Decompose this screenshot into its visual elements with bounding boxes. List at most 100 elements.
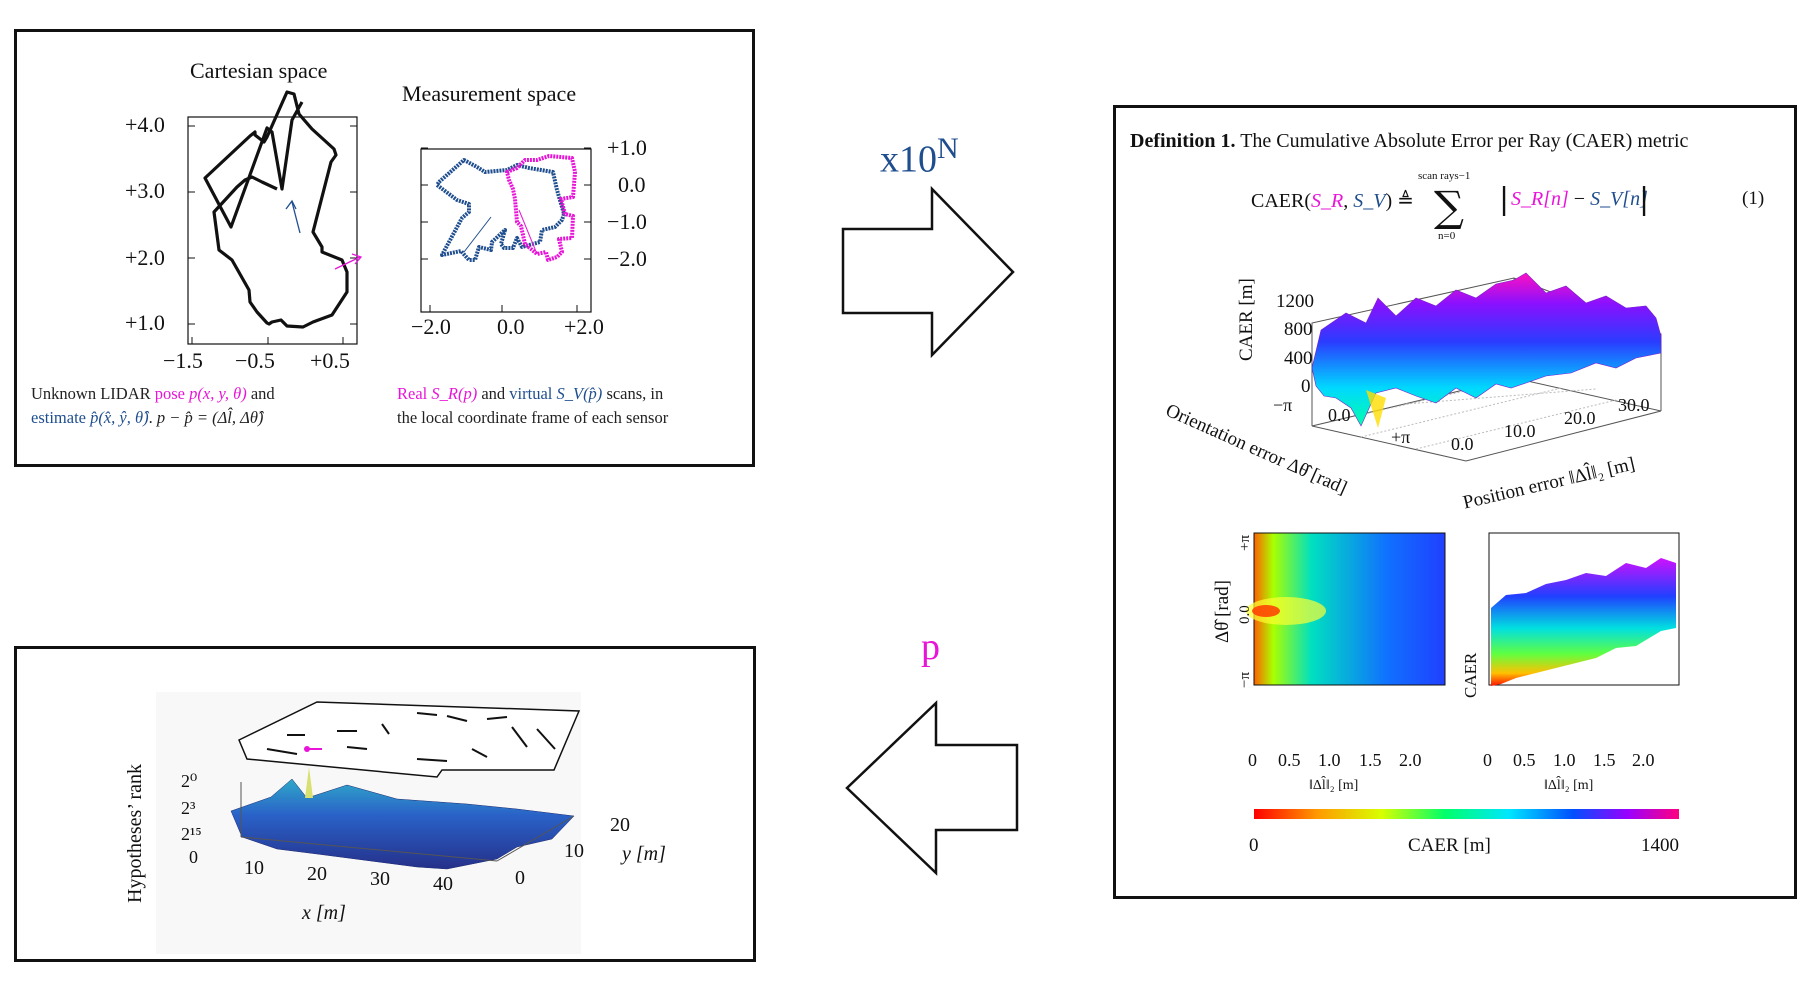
cart-xtick: −1.5 — [163, 348, 203, 373]
sum-sign: ∑ — [1434, 182, 1464, 231]
surf-pos-tick: 30.0 — [1618, 395, 1650, 415]
true-pose-arrow — [334, 256, 361, 270]
profile-xtick: 1.0 — [1553, 750, 1576, 770]
eq-term-sr: S_R[n] — [1511, 188, 1569, 210]
surf-pos-tick: 0.0 — [1451, 434, 1474, 454]
caption-virtual-word: virtual — [509, 384, 557, 403]
estimate-pose-arrow — [291, 201, 301, 234]
surf-orient-tick: 0.0 — [1328, 405, 1351, 425]
heatmap-ytick: 0.0 — [1237, 605, 1253, 624]
rank-xtick: 40 — [433, 873, 453, 895]
eq-sv: S_V — [1353, 190, 1386, 212]
caption-pose-word: pose — [154, 384, 190, 403]
surf-pos-tick: 10.0 — [1504, 421, 1536, 441]
sum-lower-limit: n=0 — [1438, 230, 1456, 242]
cart-ytick: +1.0 — [125, 310, 165, 335]
heatmap-xtick: 1.0 — [1318, 750, 1341, 770]
meas-xtick: −2.0 — [411, 314, 451, 339]
rank-ztick: 0 — [189, 847, 198, 867]
abs-bar-right: | — [1639, 182, 1650, 217]
colorbar-min: 0 — [1249, 835, 1259, 856]
cart-xtick: +0.5 — [310, 348, 350, 373]
colorbar-label: CAER [m] — [1408, 835, 1491, 856]
caption-text: scans, in — [602, 384, 664, 403]
heatmap-xtick: 0 — [1248, 750, 1257, 770]
right-arrow-icon — [841, 185, 1015, 359]
measurement-title: Measurement space — [402, 81, 577, 106]
heatmap-xtick: 0.5 — [1278, 750, 1301, 770]
rank-ytick: 20 — [610, 814, 630, 836]
caer-surface — [1311, 272, 1662, 427]
rank-graphics — [156, 692, 581, 954]
cart-ytick: +4.0 — [125, 112, 165, 137]
profile-xtick: 2.0 — [1632, 750, 1655, 770]
eq-term-sv: S_V[n] — [1590, 188, 1648, 210]
meas-ytick: −2.0 — [607, 246, 647, 271]
measurement-caption-line2: the local coordinate frame of each senso… — [397, 408, 669, 427]
map-outline — [203, 90, 349, 329]
surf-ztick: 1200 — [1276, 291, 1314, 312]
repeat-n-label: x10N — [880, 132, 959, 182]
repeat-label-base: x10 — [880, 138, 937, 181]
surf-pos-tick: 20.0 — [1564, 408, 1596, 428]
profile-ylabel: CAER — [1461, 652, 1480, 698]
definition-text: The Cumulative Absolute Error per Ray (C… — [1240, 130, 1689, 152]
equation-number: (1) — [1742, 188, 1765, 209]
cartesian-plot — [187, 90, 592, 345]
definition-line: Definition 1. The Cumulative Absolute Er… — [1130, 130, 1688, 153]
floorplan-walls — [266, 712, 556, 762]
meas-ytick: 0.0 — [618, 172, 646, 197]
caer-graphics — [1246, 272, 1680, 819]
caption-text: Unknown LIDAR — [31, 384, 155, 403]
hypotheses-rank-panel: Hypotheses’ rank 2⁰ 2³ 2¹⁵ 0 10 20 30 40… — [14, 646, 756, 962]
caption-text: and — [246, 384, 275, 403]
eq-term: S_R[n] − S_V[n] — [1511, 188, 1648, 211]
caption-virtual-symbol: S_V(p̂) — [556, 384, 603, 403]
caption-difference: p − p̂ = (Δl̂, Δθ̂) — [156, 408, 264, 427]
meas-ytick: −1.0 — [607, 209, 647, 234]
surf-ztick: 400 — [1284, 348, 1313, 369]
heatmap-ytick: +π — [1237, 534, 1253, 551]
repeat-label-exponent: N — [937, 132, 959, 165]
real-scan — [505, 154, 577, 262]
surf-ztick: 800 — [1284, 319, 1313, 340]
surf-ztick: 0 — [1301, 376, 1311, 397]
caption-estimate-word: estimate — [31, 408, 91, 427]
meas-xtick: 0.0 — [497, 314, 525, 339]
abs-bar-left: | — [1499, 182, 1510, 217]
eq-sep: , — [1343, 190, 1354, 212]
rank-ytick: 0 — [515, 867, 525, 889]
surface-zlabel: CAER [m] — [1236, 278, 1257, 361]
eq-sr: S_R — [1311, 190, 1344, 212]
rank-ztick: 2³ — [181, 798, 196, 818]
heatmap-xlabel: ‖Δl̂‖₂ [m] — [1309, 778, 1359, 793]
cartesian-title: Cartesian space — [190, 58, 328, 83]
eq-defeq: ) ≜ — [1385, 190, 1414, 212]
profile-xlabel: ‖Δl̂‖₂ [m] — [1544, 778, 1594, 793]
cart-xtick: −0.5 — [235, 348, 275, 373]
cartesian-measurement-panel: Cartesian space Measurement space — [14, 29, 755, 467]
meas-ytick: +1.0 — [607, 135, 647, 160]
measurement-caption-line1: Real S_R(p) and virtual S_V(p̂) scans, i… — [397, 384, 663, 404]
rank-ytick: 10 — [564, 840, 584, 862]
cart-ytick: +2.0 — [125, 245, 165, 270]
caption-real-word: Real — [397, 384, 432, 403]
cartesian-caption-line2: estimate p̂(x̂, ŷ, θ̂). p − p̂ = (Δl̂, Δ… — [31, 408, 263, 428]
rank-ylabel: y [m] — [622, 843, 666, 865]
heatmap-ytick: −π — [1237, 671, 1253, 688]
profile-xtick: 0 — [1483, 750, 1492, 770]
pose-p-label: p — [921, 626, 940, 668]
sum-upper-limit: scan rays−1 — [1418, 170, 1471, 182]
colorbar — [1254, 809, 1679, 819]
caer-definition-panel: Definition 1. The Cumulative Absolute Er… — [1113, 105, 1797, 899]
heatmap-xtick: 1.5 — [1359, 750, 1382, 770]
virtual-scan — [435, 158, 566, 262]
rank-xtick: 20 — [307, 863, 327, 885]
meas-xtick: +2.0 — [564, 314, 604, 339]
caption-text: and — [477, 384, 510, 403]
rank-xtick: 30 — [370, 868, 390, 890]
caption-estimate-symbol: p̂(x̂, ŷ, θ̂) — [90, 408, 149, 427]
caer-profile — [1491, 558, 1676, 686]
eq-lhs: CAER( — [1251, 190, 1311, 212]
profile-xtick: 1.5 — [1593, 750, 1616, 770]
